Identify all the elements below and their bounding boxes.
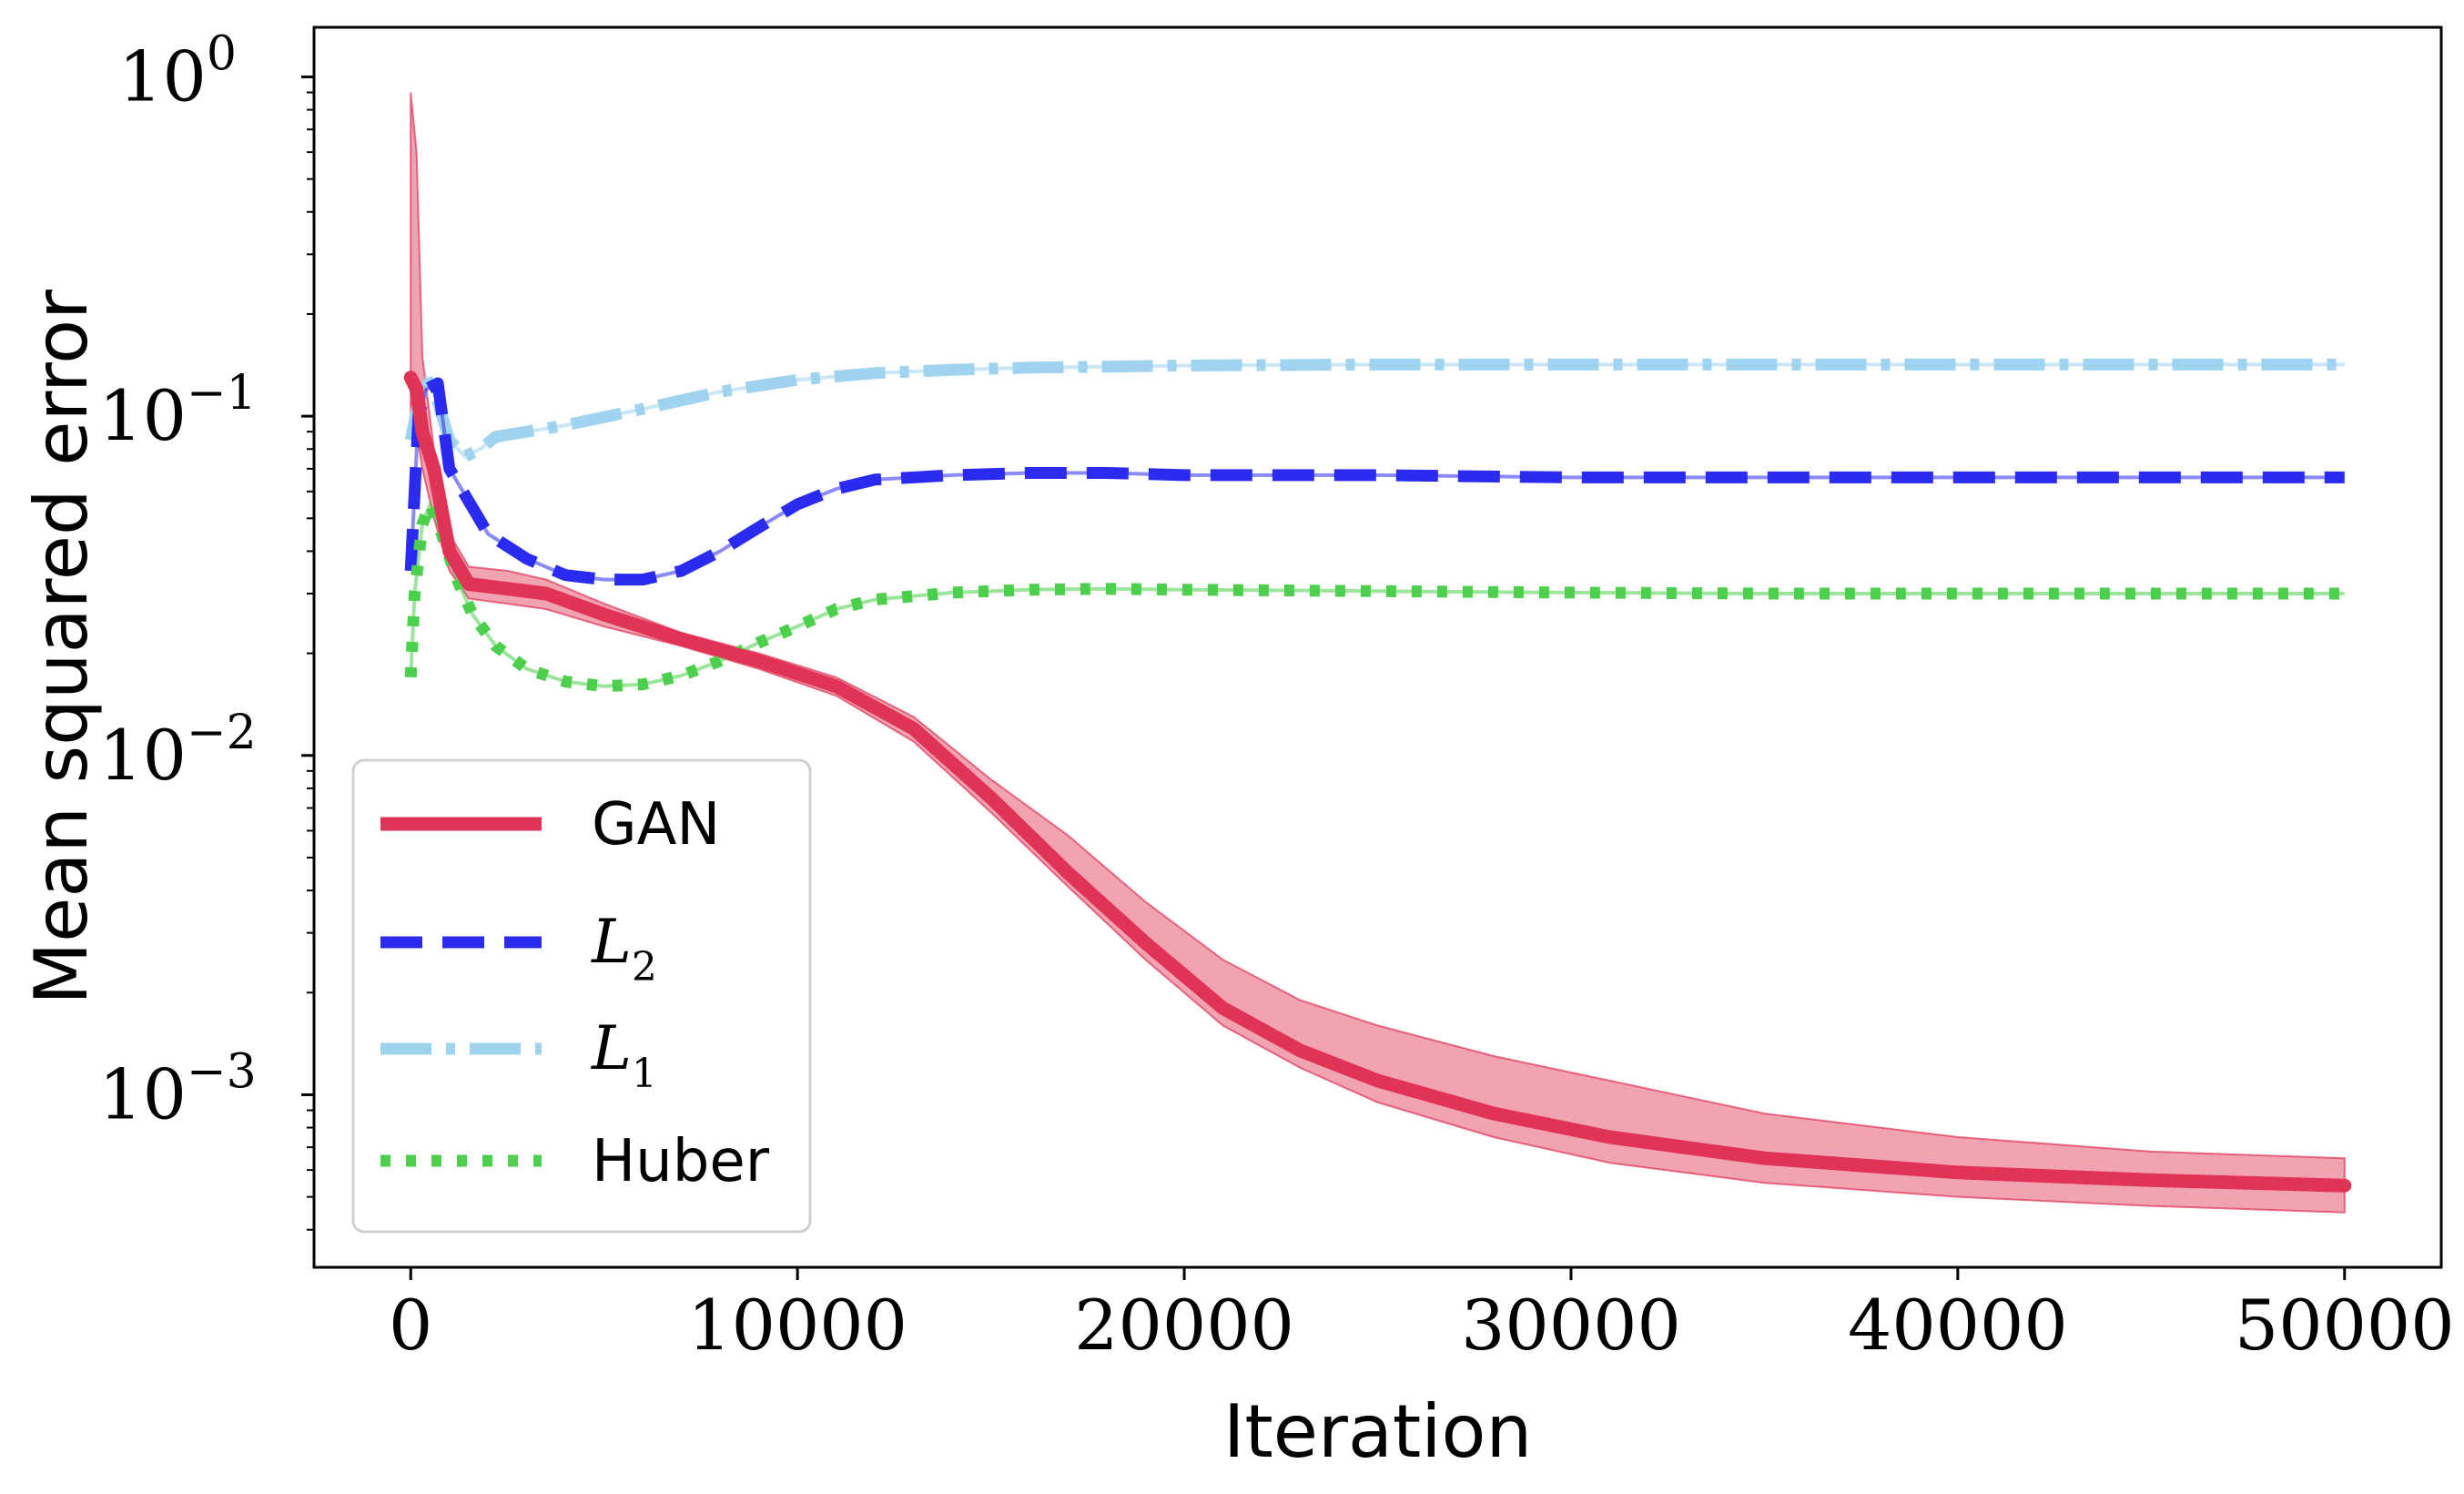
line-gan: [403, 371, 2352, 1193]
legend: GAN L2 L1 Huber: [351, 758, 812, 1234]
y-tick-label: 100: [118, 26, 237, 117]
line-raw-l1: [409, 362, 2345, 459]
legend-label-gan: GAN: [592, 791, 720, 859]
legend-label-l2: L2: [591, 907, 657, 991]
x-tick-label: 40000: [1848, 1285, 2068, 1366]
y-tick-label: 10−1: [98, 366, 256, 456]
y-axis-label: Mean squared error: [19, 290, 104, 1005]
x-axis-label: Iteration: [1223, 1389, 1532, 1474]
y-tick-label: 10−3: [98, 1044, 256, 1134]
axes-frame: [312, 25, 2443, 1269]
confidence-bands: [410, 92, 2346, 1214]
series-lines: [403, 358, 2352, 1193]
y-tick-label: 10−2: [98, 706, 256, 796]
legend-label-l1: L1: [591, 1013, 657, 1097]
x-tick-label: 0: [389, 1285, 432, 1366]
legend-label-huber: Huber: [592, 1128, 770, 1195]
x-tick-label: 10000: [687, 1285, 908, 1366]
x-tick-label: 30000: [1461, 1285, 1681, 1366]
line-l1: [404, 358, 2345, 462]
line-l2: [404, 377, 2345, 586]
x-tick-label: 50000: [2235, 1285, 2455, 1366]
y-axis-ticks: 10−3 10−2 10−1 100: [98, 26, 314, 1231]
x-axis-ticks: 0 10000 20000 30000 40000 50000: [389, 1267, 2455, 1366]
band-gan: [410, 92, 2346, 1214]
x-tick-label: 20000: [1074, 1285, 1294, 1366]
line-huber: [404, 498, 2345, 693]
legend-box: [351, 758, 812, 1234]
